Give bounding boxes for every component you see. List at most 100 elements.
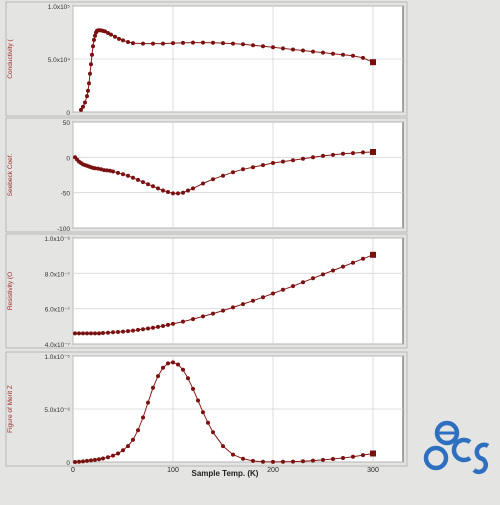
y-tick-label: 1.0x10⁵ <box>48 4 71 11</box>
data-point <box>73 331 77 336</box>
y-axis-label: Seebeck Coef. <box>7 153 14 196</box>
data-point <box>116 330 120 334</box>
data-point <box>331 152 335 157</box>
data-point <box>93 166 97 171</box>
data-point <box>211 311 215 316</box>
data-point <box>105 168 109 173</box>
data-point <box>351 151 355 156</box>
data-point <box>341 456 345 460</box>
data-point <box>351 260 355 265</box>
data-point <box>131 175 135 180</box>
x-tick-label: 200 <box>267 467 279 474</box>
y-tick-label: 0 <box>66 155 70 162</box>
data-point <box>151 385 155 390</box>
data-point <box>136 428 140 433</box>
data-point <box>73 460 77 464</box>
data-point <box>201 181 205 186</box>
data-point <box>161 365 165 370</box>
data-point <box>171 41 175 46</box>
data-point <box>141 41 145 46</box>
data-point <box>85 458 89 463</box>
data-point <box>151 41 155 46</box>
data-point <box>231 41 235 46</box>
data-point <box>131 328 135 333</box>
chart-panel-2: -100 -50 0 50 Seebeck Coef. <box>5 117 408 233</box>
data-point <box>126 173 130 178</box>
data-point <box>361 453 365 458</box>
data-point <box>331 51 335 56</box>
data-point <box>211 177 215 182</box>
data-point <box>261 163 265 168</box>
data-point <box>301 280 305 285</box>
data-point <box>271 45 275 50</box>
data-point <box>221 173 225 178</box>
data-point <box>121 329 125 334</box>
data-point <box>241 167 245 172</box>
data-point <box>116 170 120 175</box>
data-point <box>141 327 145 332</box>
data-point <box>331 457 335 461</box>
data-point <box>191 317 195 322</box>
y-tick-label: 5.0x10⁴ <box>48 57 71 64</box>
data-point <box>92 37 96 42</box>
data-point <box>251 43 255 48</box>
y-tick-label: 6.0x10⁻⁷ <box>45 307 71 314</box>
data-point <box>89 458 93 463</box>
data-point <box>281 159 285 164</box>
data-point <box>261 459 265 464</box>
data-point <box>261 44 265 49</box>
y-axis-label: Figure of Merit Z <box>7 385 14 433</box>
data-point <box>126 40 130 44</box>
data-point <box>171 360 175 365</box>
data-point <box>261 295 265 300</box>
data-point <box>87 81 91 86</box>
data-point <box>176 191 180 196</box>
data-point <box>85 331 89 336</box>
data-point <box>321 272 325 277</box>
data-point <box>97 457 101 462</box>
y-axis-label: Conductivity ( <box>7 38 14 78</box>
data-point <box>151 325 155 330</box>
data-point <box>241 302 245 307</box>
data-point <box>81 331 85 336</box>
y-tick-label: 5.0x10⁻⁶ <box>44 407 70 414</box>
chart-panels: 0 5.0x10⁴ 1.0x10⁵ Conductivity (-100 -50 0 50 S… <box>5 1 408 474</box>
data-point <box>196 398 200 403</box>
data-point <box>77 331 81 336</box>
data-point <box>161 324 165 328</box>
y-tick-label: -50 <box>61 191 71 198</box>
data-point <box>181 367 185 372</box>
data-point <box>111 169 115 174</box>
data-point <box>111 453 115 458</box>
data-point <box>231 305 235 310</box>
logo-ring-s <box>472 442 490 475</box>
x-tick-label: 300 <box>367 467 379 474</box>
data-point <box>321 50 325 55</box>
data-point <box>151 184 155 189</box>
data-point <box>301 156 305 161</box>
data-point <box>311 276 315 281</box>
data-point <box>161 41 165 46</box>
data-point <box>106 31 110 35</box>
data-point <box>341 264 345 269</box>
data-point <box>89 331 93 336</box>
data-point <box>102 168 106 173</box>
y-tick-label: 1.0x10⁻⁶ <box>44 236 70 243</box>
data-point <box>251 165 255 170</box>
logo-ring-c <box>451 437 472 463</box>
data-point <box>291 47 295 52</box>
data-point <box>211 40 215 45</box>
data-point <box>221 41 225 46</box>
data-point <box>101 331 105 335</box>
data-point <box>131 41 135 46</box>
data-point <box>88 71 92 76</box>
data-point <box>191 40 195 45</box>
data-point <box>101 456 105 461</box>
data-point <box>191 386 195 391</box>
y-axis-label: Resistivity (O <box>7 272 14 310</box>
data-point <box>89 62 93 67</box>
data-point <box>131 437 135 442</box>
data-point <box>166 361 170 366</box>
data-point <box>186 188 190 193</box>
data-point <box>221 444 225 449</box>
